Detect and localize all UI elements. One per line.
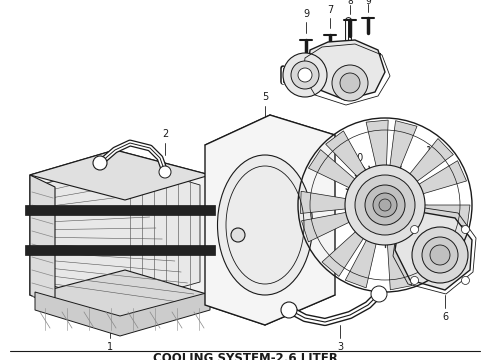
Circle shape <box>462 276 469 284</box>
Polygon shape <box>345 221 381 288</box>
Polygon shape <box>25 205 215 215</box>
Polygon shape <box>30 150 210 200</box>
Polygon shape <box>396 139 453 194</box>
Text: 6: 6 <box>442 312 448 322</box>
Circle shape <box>159 166 171 178</box>
Circle shape <box>371 286 387 302</box>
Circle shape <box>412 227 468 283</box>
Circle shape <box>411 226 418 234</box>
Circle shape <box>379 199 391 211</box>
Circle shape <box>283 53 327 97</box>
Polygon shape <box>308 149 371 197</box>
Polygon shape <box>400 211 465 254</box>
Text: 1: 1 <box>107 342 113 352</box>
Polygon shape <box>308 40 385 100</box>
Circle shape <box>298 68 312 82</box>
Polygon shape <box>322 217 375 276</box>
Circle shape <box>340 73 360 93</box>
Polygon shape <box>366 120 388 188</box>
Polygon shape <box>30 150 210 320</box>
Text: 7: 7 <box>327 5 333 15</box>
Text: 8: 8 <box>347 0 353 6</box>
Circle shape <box>373 193 397 217</box>
Polygon shape <box>386 222 412 290</box>
Polygon shape <box>392 219 438 283</box>
Polygon shape <box>30 175 55 307</box>
Polygon shape <box>300 191 367 213</box>
Polygon shape <box>40 162 200 305</box>
Circle shape <box>291 61 319 89</box>
Text: 3: 3 <box>337 342 343 352</box>
Circle shape <box>231 228 245 242</box>
Polygon shape <box>205 115 335 325</box>
Circle shape <box>355 175 415 235</box>
Polygon shape <box>301 208 369 242</box>
Text: 9: 9 <box>365 0 371 6</box>
Ellipse shape <box>218 155 313 295</box>
Polygon shape <box>387 121 417 188</box>
Circle shape <box>422 237 458 273</box>
Polygon shape <box>25 245 215 255</box>
Circle shape <box>332 65 368 101</box>
Text: 5: 5 <box>262 92 268 102</box>
Circle shape <box>93 156 107 170</box>
Text: 10: 10 <box>352 153 364 163</box>
Text: COOLING SYSTEM-2.6 LITER: COOLING SYSTEM-2.6 LITER <box>152 351 338 360</box>
Polygon shape <box>30 270 210 320</box>
Polygon shape <box>400 161 466 200</box>
Polygon shape <box>35 292 210 336</box>
Circle shape <box>281 302 297 318</box>
Circle shape <box>462 226 469 234</box>
Polygon shape <box>395 212 472 290</box>
Polygon shape <box>326 131 376 192</box>
Text: 4: 4 <box>217 206 223 216</box>
Circle shape <box>345 165 425 245</box>
Text: 9: 9 <box>303 9 309 19</box>
Polygon shape <box>402 205 470 227</box>
Circle shape <box>365 185 405 225</box>
Circle shape <box>430 245 450 265</box>
Text: 2: 2 <box>162 129 168 139</box>
Text: 11: 11 <box>426 146 438 156</box>
Circle shape <box>411 276 418 284</box>
